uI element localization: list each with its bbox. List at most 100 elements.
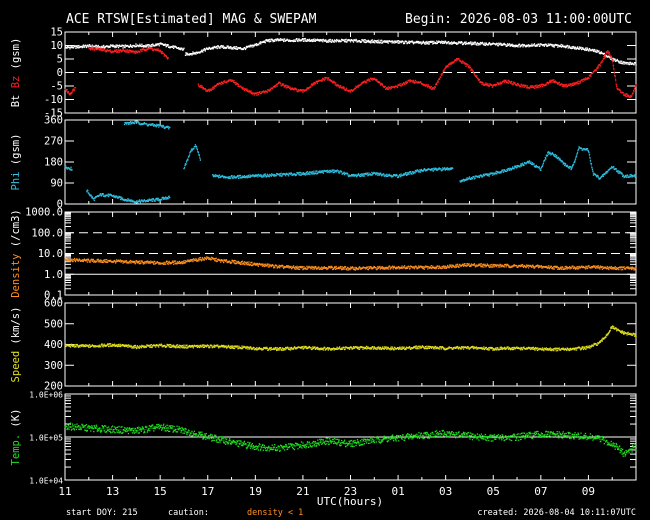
data-point [293,89,295,91]
data-point [315,170,317,172]
data-point [154,48,156,50]
data-point [191,259,194,261]
data-point [263,265,265,268]
data-point [364,39,367,41]
data-point [509,43,511,45]
data-point [91,44,93,46]
data-point [287,85,290,87]
data-point [208,46,210,49]
y-tick-label: 500 [44,318,63,330]
data-point [364,80,366,82]
data-point [628,176,631,178]
data-point [258,174,260,176]
data-point [474,177,476,180]
data-point [571,83,573,85]
data-point [582,47,584,49]
data-point [262,175,264,178]
data-point [246,177,249,179]
data-point [182,260,185,262]
data-point [144,46,146,48]
data-point [629,176,632,178]
data-point [268,263,270,265]
data-point [316,268,318,270]
data-point [603,55,605,58]
data-point [607,53,609,55]
data-point [315,81,317,83]
data-point [229,177,232,179]
data-point [231,177,234,179]
data-point [338,39,341,41]
data-point [616,268,618,271]
data-point [424,41,427,43]
data-point [201,85,203,87]
data-point [595,69,598,71]
data-point [568,167,570,169]
data-point [480,265,482,268]
data-point [608,266,610,268]
data-point [122,47,124,49]
data-point [339,265,342,268]
data-point [306,38,309,41]
data-point [438,167,440,169]
data-point [572,268,575,270]
data-point [247,176,249,178]
data-point [145,260,147,263]
data-point [211,88,213,90]
data-point [405,267,407,270]
data-point [436,83,438,86]
data-point [78,259,80,261]
data-point [73,257,76,260]
data-point [212,48,214,50]
data-point [516,84,518,87]
data-point [544,266,546,268]
data-point [375,80,377,82]
data-point [353,89,355,91]
data-point [565,268,567,270]
data-point [182,262,184,264]
data-point [123,44,125,47]
data-point [220,83,222,85]
data-point [101,194,103,197]
data-point [256,264,258,266]
data-point [431,267,433,270]
data-point [503,266,505,268]
data-point [82,260,85,263]
data-point [376,39,378,42]
data-point [345,38,347,40]
data-point [400,42,402,44]
data-point [162,197,164,199]
data-point [153,263,155,265]
data-point [473,263,476,265]
data-point [420,81,422,83]
data-point [140,48,143,51]
data-point [341,266,343,268]
data-point [400,85,403,87]
data-point [269,173,271,176]
data-point [417,265,420,267]
data-point [520,264,522,266]
data-point [151,200,153,203]
data-point [392,175,394,177]
data-point [367,174,370,176]
data-point [308,38,311,40]
data-point [543,45,546,47]
data-point [376,78,378,81]
data-point [306,171,309,173]
data-point [481,266,484,268]
data-point [626,174,629,177]
data-point [375,266,377,269]
data-point [345,268,348,270]
data-point [200,86,203,89]
data-point [604,173,606,176]
data-point [256,94,258,96]
data-point [108,196,110,198]
data-point [243,261,246,263]
data-point [197,259,199,262]
data-point [306,40,308,42]
data-point [260,92,262,95]
data-point [451,61,453,64]
data-point [106,258,108,261]
data-point [167,262,169,265]
data-point [163,52,165,55]
